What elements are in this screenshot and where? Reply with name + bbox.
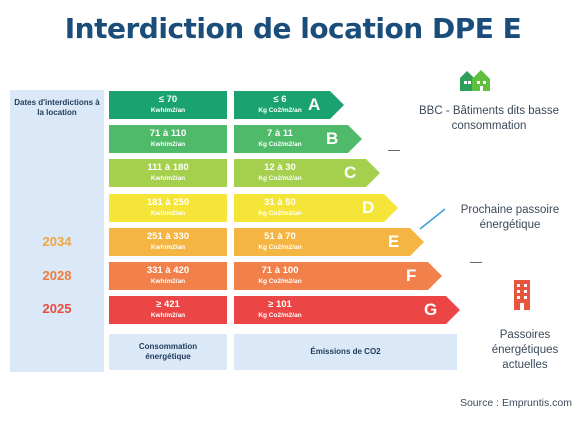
emissions-unit: Kg Co2/m2/an <box>258 210 302 217</box>
emissions-value: 12 à 30 <box>264 162 296 173</box>
emissions-unit: Kg Co2/m2/an <box>258 141 302 148</box>
emissions-band-b: 7 à 11 Kg Co2/m2/an B <box>234 125 362 153</box>
dpe-letter: G <box>424 300 438 319</box>
emissions-band-c: 12 à 30 Kg Co2/m2/an C <box>234 159 380 187</box>
emissions-unit: Kg Co2/m2/an <box>258 312 302 319</box>
emissions-value: 51 à 70 <box>264 231 296 242</box>
prochaine-pointer <box>419 208 446 230</box>
consommation-value: 181 à 250 <box>146 197 190 208</box>
dates-header: Dates d'interdictions à la location <box>14 98 100 117</box>
emissions-unit: Kg Co2/m2/an <box>258 278 302 285</box>
emissions-value: ≥ 101 <box>268 299 292 310</box>
source-credit: Source : Empruntis.com <box>459 397 572 409</box>
dpe-letter: E <box>388 232 400 251</box>
consommation-unit: Kwh/m2/an <box>150 244 186 251</box>
consommation-band-g: ≥ 421 Kwh/m2/an <box>109 296 227 324</box>
emissions-band-e: 51 à 70 Kg Co2/m2/an E <box>234 228 424 256</box>
consommation-unit: Kwh/m2/an <box>150 278 186 285</box>
consommation-value: ≤ 70 <box>158 94 178 105</box>
consommation-unit: Kwh/m2/an <box>150 210 186 217</box>
year-e: 2034 <box>42 234 72 249</box>
consommation-band-c: 111 à 180 Kwh/m2/an <box>109 159 227 187</box>
consommation-band-f: 331 à 420 Kwh/m2/an <box>109 262 227 290</box>
dpe-letter: B <box>326 129 339 148</box>
consommation-text: Consommation énergétique <box>138 342 198 361</box>
emissions-label: Émissions de CO2 <box>234 334 457 370</box>
house-group-icon <box>460 70 490 91</box>
consommation-unit: Kwh/m2/an <box>150 312 186 319</box>
consommation-band-e: 251 à 330 Kwh/m2/an <box>109 228 227 256</box>
consommation-value: 251 à 330 <box>146 231 190 242</box>
consommation-value: 111 à 180 <box>147 162 189 173</box>
prochaine-annotation: Prochaine passoire énergétique <box>460 204 560 231</box>
emissions-value: 7 à 11 <box>267 128 293 139</box>
consommation-value: 71 à 110 <box>149 128 187 139</box>
emissions-band-g: ≥ 101 Kg Co2/m2/an G <box>234 296 460 324</box>
consommation-unit: Kwh/m2/an <box>150 141 186 148</box>
consommation-unit: Kwh/m2/an <box>150 107 186 114</box>
consommation-band-b: 71 à 110 Kwh/m2/an <box>109 125 227 153</box>
consommation-band-d: 181 à 250 Kwh/m2/an <box>109 194 227 222</box>
dpe-letter: C <box>344 163 357 182</box>
consommation-unit: Kwh/m2/an <box>150 175 186 182</box>
emissions-value: 31 à 50 <box>264 197 296 208</box>
page-title: Interdiction de location DPE E <box>64 12 522 45</box>
e-dash <box>470 262 482 263</box>
year-g: 2025 <box>42 301 72 316</box>
dpe-letter: A <box>308 95 321 114</box>
consommation-value: ≥ 421 <box>156 299 180 310</box>
emissions-unit: Kg Co2/m2/an <box>258 244 302 251</box>
building-icon <box>514 280 530 310</box>
dpe-letter: F <box>406 266 417 285</box>
emissions-unit: Kg Co2/m2/an <box>258 107 302 114</box>
emissions-text: Émissions de CO2 <box>310 347 381 356</box>
emissions-band-a: ≤ 6 Kg Co2/m2/an A <box>234 91 344 119</box>
emissions-value: ≤ 6 <box>273 94 287 105</box>
consommation-label: Consommation énergétique <box>109 334 227 370</box>
emissions-band-d: 31 à 50 Kg Co2/m2/an D <box>234 194 398 222</box>
bbc-dash <box>388 150 400 151</box>
bbc-annotation: BBC - Bâtiments dits basse consommation <box>419 105 559 132</box>
emissions-unit: Kg Co2/m2/an <box>258 175 302 182</box>
year-f: 2028 <box>42 268 72 283</box>
consommation-value: 331 à 420 <box>146 265 190 276</box>
passoires-annotation: Passoires énergétiques actuelles <box>491 329 559 371</box>
dpe-letter: D <box>362 198 375 217</box>
emissions-value: 71 à 100 <box>261 265 299 276</box>
dates-column: Dates d'interdictions à la location 2034… <box>10 90 104 372</box>
consommation-band-a: ≤ 70 Kwh/m2/an <box>109 91 227 119</box>
emissions-band-f: 71 à 100 Kg Co2/m2/an F <box>234 262 442 290</box>
